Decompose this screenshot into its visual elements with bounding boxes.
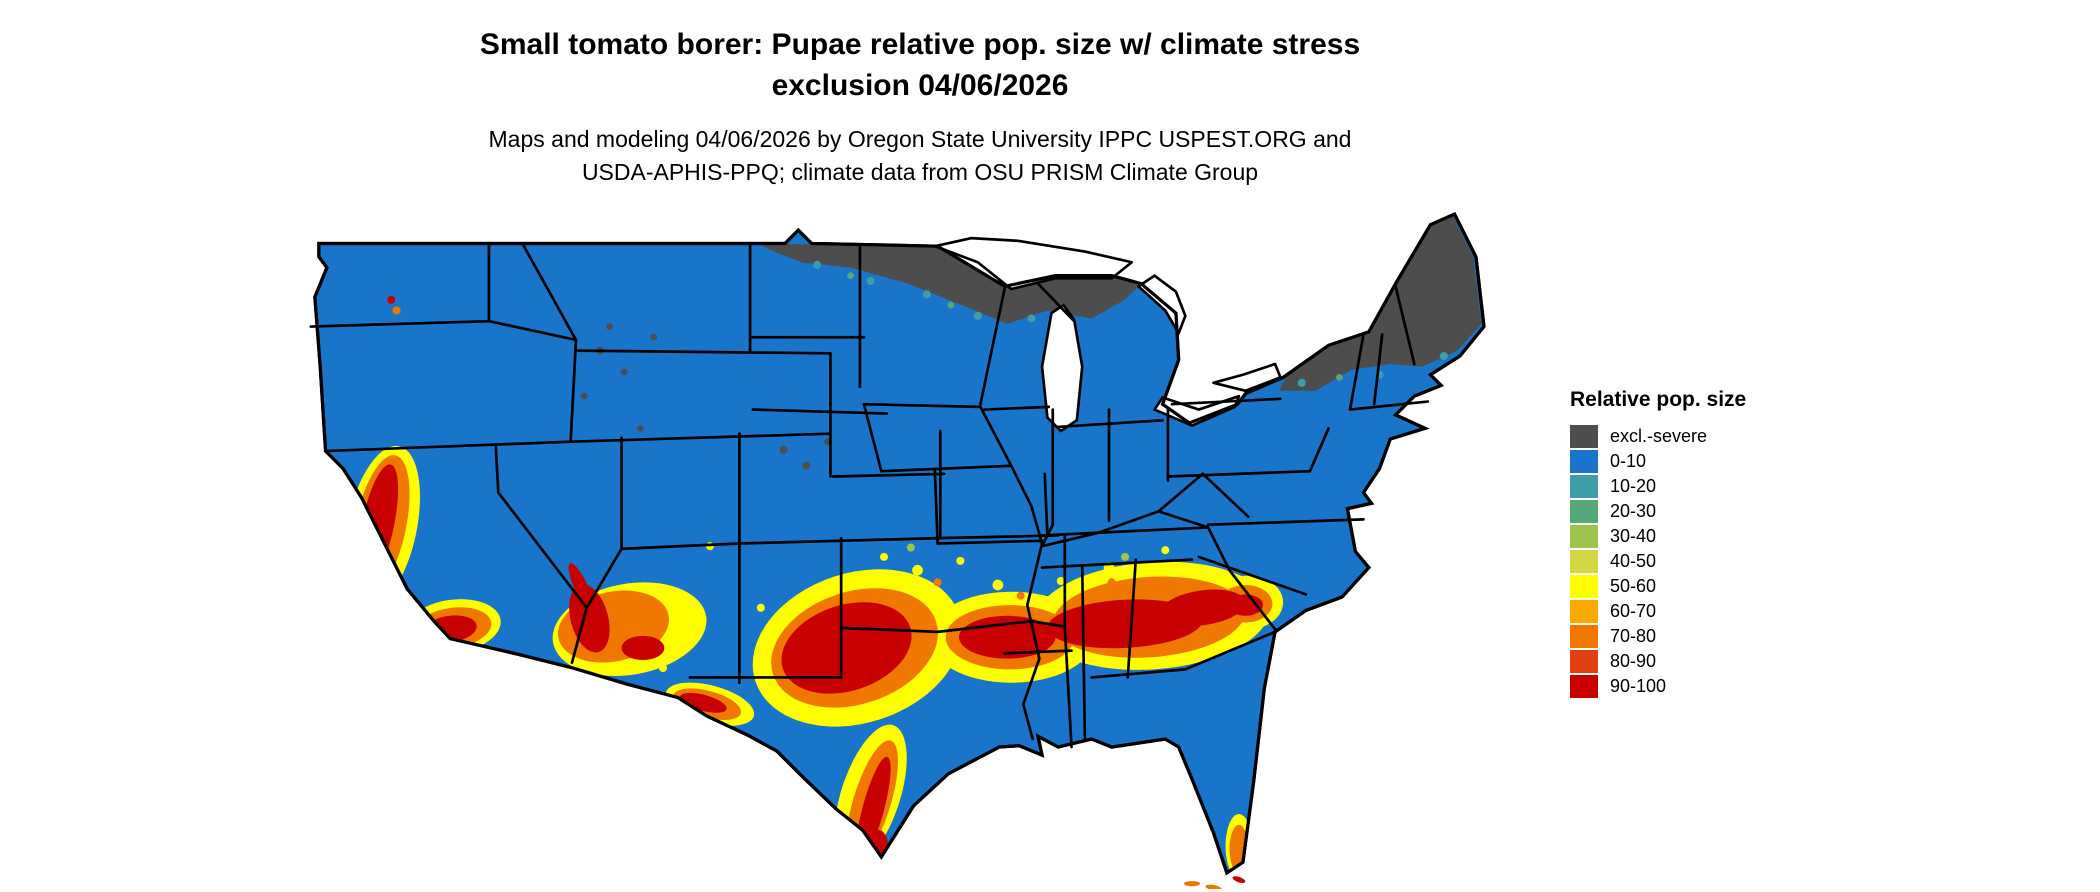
state-borders-south: [936, 526, 1308, 741]
legend-label: 90-100: [1610, 676, 1667, 696]
legend-swatch: [1570, 450, 1598, 473]
legend-label: 10-20: [1610, 476, 1657, 496]
legend-label: 30-40: [1610, 526, 1657, 546]
legend-item: 20-30: [1570, 499, 1746, 524]
legend-label: 50-60: [1610, 576, 1657, 596]
legend-label: excl.-severe: [1610, 426, 1708, 446]
legend-label: 80-90: [1610, 651, 1657, 671]
legend-items: excl.-severe 0-10 10-20 20-30 30-40 40-50 50-6…: [1570, 424, 1746, 699]
legend-title: Relative pop. size: [1570, 388, 1747, 411]
legend-swatch: [1570, 475, 1598, 498]
state-borders-west: [309, 242, 942, 685]
zone-10-20-layer: [813, 260, 1448, 387]
state-borders-rockies-plains: [574, 242, 1060, 545]
lake-michigan: [1040, 303, 1084, 433]
legend-swatch: [1570, 525, 1598, 548]
legend: Relative pop. size excl.-severe 0-10 10-20…: [1570, 388, 1746, 699]
legend-swatch: [1570, 575, 1598, 598]
legend-label: 20-30: [1610, 501, 1657, 521]
map-title: Small tomato borer: Pupae relative pop. …: [0, 24, 1840, 107]
legend-item: 30-40: [1570, 524, 1746, 549]
excluded-zone-northeast: [1279, 214, 1482, 391]
us-map: [309, 212, 1486, 889]
state-borders-newengland: [1348, 285, 1430, 411]
map-subtitle-line1: Maps and modeling 04/06/2026 by Oregon S…: [488, 125, 1352, 152]
legend-item: 0-10: [1570, 449, 1746, 474]
legend-swatch: [1570, 600, 1598, 623]
legend-item: 60-70: [1570, 599, 1746, 624]
state-borders-midatlantic: [1157, 397, 1365, 529]
map-subtitle: Maps and modeling 04/06/2026 by Oregon S…: [0, 123, 1840, 190]
legend-swatch: [1570, 675, 1598, 698]
legend-item: 80-90: [1570, 649, 1746, 674]
legend-item: 50-60: [1570, 574, 1746, 599]
map-title-line2: exclusion 04/06/2026: [771, 69, 1069, 103]
state-borders-upper-midwest: [862, 282, 1205, 548]
legend-item: excl.-severe: [1570, 424, 1746, 449]
legend-swatch: [1570, 550, 1598, 573]
legend-swatch: [1570, 650, 1598, 673]
map-subtitle-line2: USDA-APHIS-PPQ; climate data from OSU PR…: [581, 159, 1259, 186]
zone-20-30-layer: [847, 272, 1343, 381]
title-block: Small tomato borer: Pupae relative pop. …: [0, 24, 1840, 189]
lake-ontario: [1212, 362, 1282, 393]
legend-label: 60-70: [1610, 601, 1657, 621]
excluded-zone-north: [756, 243, 1142, 324]
legend-swatch: [1570, 500, 1598, 523]
legend-label: 0-10: [1610, 451, 1647, 471]
legend-item: 70-80: [1570, 624, 1746, 649]
florida-keys: [1184, 876, 1246, 889]
legend-swatch: [1570, 425, 1598, 448]
us-map-container: [308, 206, 1527, 889]
legend-item: 10-20: [1570, 474, 1746, 499]
legend-label: 40-50: [1610, 551, 1657, 571]
legend-label: 70-80: [1610, 626, 1657, 646]
state-borders-texas-oklahoma: [688, 534, 1073, 749]
map-title-line1: Small tomato borer: Pupae relative pop. …: [479, 28, 1361, 61]
legend-item: 90-100: [1570, 674, 1746, 699]
legend-swatch: [1570, 625, 1598, 648]
state-borders: [309, 242, 1430, 749]
legend-item: 40-50: [1570, 549, 1746, 574]
